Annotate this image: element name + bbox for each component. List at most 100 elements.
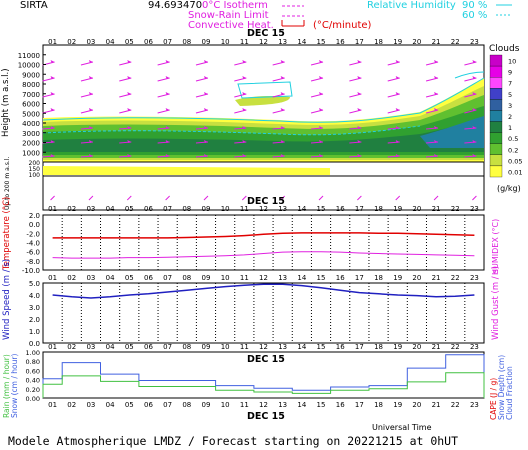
hour-label-wind: 02 bbox=[67, 274, 76, 282]
hour-label-rain: 23 bbox=[470, 343, 479, 351]
wind-arrow-head bbox=[280, 126, 285, 129]
wind-arrow-head bbox=[127, 154, 132, 157]
hour-label-top: 10 bbox=[221, 38, 230, 46]
humidex-series bbox=[52, 251, 475, 259]
hour-label-temp: 05 bbox=[125, 205, 134, 213]
height-tick-label: 1000 bbox=[22, 149, 40, 157]
hour-label-top: 17 bbox=[355, 38, 364, 46]
hour-label-bottom: 05 bbox=[125, 401, 134, 409]
unit-label: (°C/minute) bbox=[313, 20, 372, 31]
hour-label-bottom: 20 bbox=[412, 401, 421, 409]
hour-label-rain: 06 bbox=[144, 343, 153, 351]
convective-label: Convective Heat. bbox=[188, 20, 274, 31]
wind-arrow-head bbox=[357, 108, 362, 111]
hour-label-rain: 03 bbox=[86, 343, 95, 351]
temperature-tick-label: -10.0 bbox=[22, 267, 40, 275]
wind-arrow-head bbox=[357, 126, 362, 129]
low-height-tick-label: 150 bbox=[29, 166, 41, 173]
hour-label-top: 19 bbox=[393, 38, 402, 46]
colorbar-swatch bbox=[489, 99, 503, 111]
wind-arrow-head bbox=[319, 76, 324, 79]
date-label-temp: DEC 15 bbox=[247, 196, 285, 207]
hour-label-top: 14 bbox=[297, 38, 306, 46]
hour-label-top: 21 bbox=[432, 38, 441, 46]
hour-label-rain: 14 bbox=[297, 343, 306, 351]
temperature-tick-label: 2.0 bbox=[29, 212, 40, 220]
hour-label-rain: 05 bbox=[125, 343, 134, 351]
wind-tick-label: 5.0 bbox=[29, 280, 40, 288]
low-height-tick-label: 200 bbox=[29, 160, 41, 167]
wind-arrow-head bbox=[127, 92, 132, 95]
snow-series bbox=[42, 372, 485, 398]
temperature-tick-label: -4.0 bbox=[26, 240, 40, 248]
cloud-fraction-series bbox=[42, 354, 485, 398]
wind-arrow-head bbox=[357, 154, 362, 157]
cloud-colorbar: 10 9 7 5 3 2 1 0.5 0.2 0.05 0.01 bbox=[489, 54, 522, 178]
height-tick-label: 8000 bbox=[22, 81, 40, 89]
snow-depth-axis-label: Snow Depth (cm) bbox=[497, 355, 506, 420]
wind-arrow-head bbox=[280, 108, 285, 111]
humidex-axis-label: HUMIDEX (°C) bbox=[491, 219, 500, 275]
hour-label-temp: 08 bbox=[182, 205, 191, 213]
hour-label-wind: 14 bbox=[297, 274, 306, 282]
wind-arrow-head bbox=[127, 126, 132, 129]
wind-arrow-head bbox=[434, 60, 439, 63]
wind-arrow-head bbox=[203, 108, 208, 111]
hour-label-bottom: 03 bbox=[86, 401, 95, 409]
date-label-top: DEC 15 bbox=[247, 28, 285, 39]
hour-label-top: 09 bbox=[202, 38, 211, 46]
hour-label-top: 12 bbox=[259, 38, 268, 46]
wind-arrow-head bbox=[319, 140, 324, 143]
hour-label-rain: 12 bbox=[259, 343, 268, 351]
hour-label-wind: 15 bbox=[317, 274, 326, 282]
hour-label-temp: 16 bbox=[336, 205, 345, 213]
wind-arrow-head bbox=[127, 108, 132, 111]
hour-label-top: 05 bbox=[125, 38, 134, 46]
hour-label-bottom: 22 bbox=[451, 401, 460, 409]
hour-label-bottom: 21 bbox=[432, 401, 441, 409]
wind-arrow-head bbox=[165, 76, 170, 79]
wind-arrow-head bbox=[280, 140, 285, 143]
colorbar-swatch bbox=[489, 121, 503, 133]
wind-arrow-head bbox=[319, 92, 324, 95]
hour-label-temp: 22 bbox=[451, 205, 460, 213]
legend-swatches bbox=[281, 5, 305, 27]
wind-arrow-head bbox=[242, 76, 247, 79]
temperature-tick-label: -8.0 bbox=[26, 258, 40, 266]
height-tick-label: 6000 bbox=[22, 101, 40, 109]
rh-90-label: 90 % bbox=[462, 0, 487, 11]
hour-label-wind: 19 bbox=[393, 274, 402, 282]
hour-label-rain: 09 bbox=[202, 343, 211, 351]
colorbar-swatch bbox=[489, 54, 503, 67]
wind-arrow-head bbox=[280, 76, 285, 79]
wind-arrow-head bbox=[203, 92, 208, 95]
wind-arrow-head bbox=[395, 76, 400, 79]
hour-label-temp: 14 bbox=[297, 205, 306, 213]
cloud-high-patch bbox=[235, 96, 290, 106]
hour-label-top: 22 bbox=[451, 38, 460, 46]
wind-arrow-head bbox=[357, 60, 362, 63]
hour-label-wind: 06 bbox=[144, 274, 153, 282]
rh-60-label: 60 % bbox=[462, 10, 487, 21]
hour-label-bottom: 19 bbox=[393, 401, 402, 409]
colorbar-level-label: 2 bbox=[508, 113, 512, 121]
wind-speed-series bbox=[52, 283, 475, 299]
temperature-tick-label: 0.0 bbox=[29, 221, 40, 229]
wind-arrow-head bbox=[203, 76, 208, 79]
surface-wind-arrow bbox=[318, 195, 324, 201]
surface-wind-arrow bbox=[126, 195, 132, 201]
wind-arrow-head bbox=[472, 108, 477, 111]
rain-axis-label: Rain (mm / hour) bbox=[2, 354, 11, 418]
wind-arrow-head bbox=[395, 108, 400, 111]
wind-arrow-head bbox=[50, 154, 55, 157]
hour-label-rain: 22 bbox=[451, 343, 460, 351]
hour-label-bottom: 12 bbox=[259, 401, 268, 409]
hour-label-wind: 21 bbox=[432, 274, 441, 282]
snow-rain-label: Snow-Rain Limit bbox=[188, 10, 269, 21]
wind-arrow-head bbox=[88, 60, 93, 63]
wind-panel: 5.0 4.0 3.0 2.0 1.0 0.0 bbox=[29, 280, 485, 348]
hour-label-temp: 20 bbox=[412, 205, 421, 213]
hour-label-top: 08 bbox=[182, 38, 191, 46]
colorbar-swatch bbox=[489, 110, 503, 122]
wind-arrow-head bbox=[357, 140, 362, 143]
